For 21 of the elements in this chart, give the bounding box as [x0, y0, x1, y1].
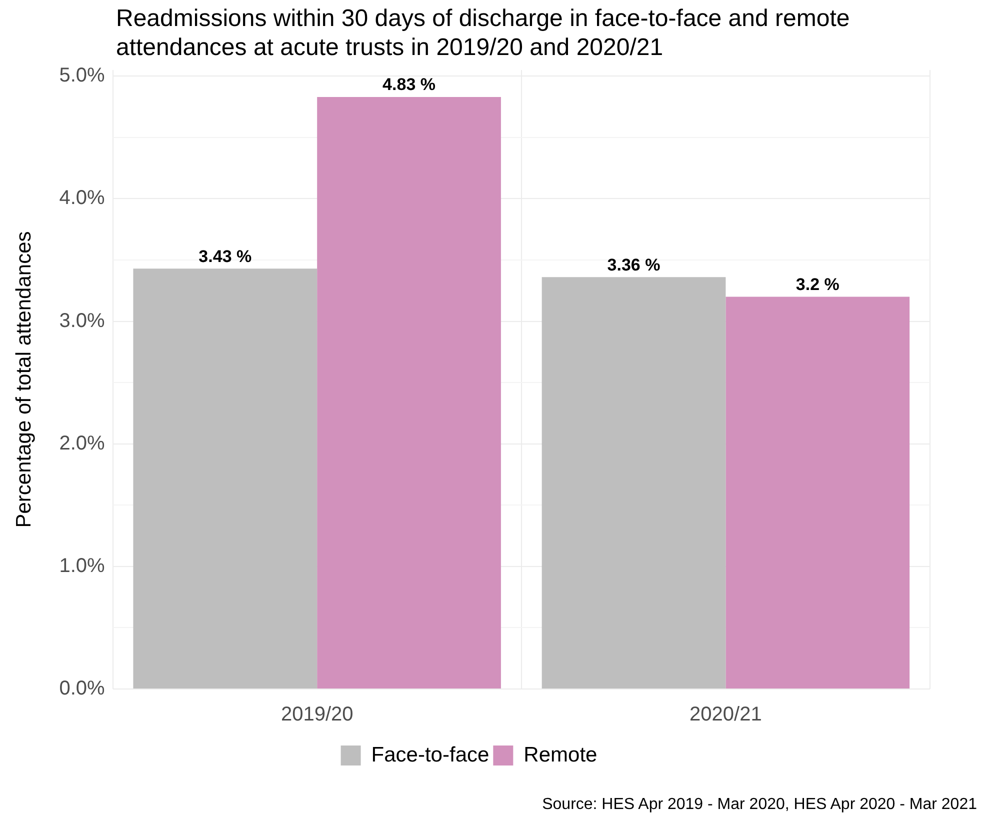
data-label: 4.83 % [382, 75, 436, 94]
y-tick-label: 0.0% [59, 678, 105, 700]
bar [542, 277, 726, 688]
legend-label: Face-to-face [371, 743, 490, 766]
bar [726, 296, 910, 688]
bar [133, 268, 318, 688]
y-axis-title: Percentage of total attendances [12, 231, 36, 528]
y-tick-label: 5.0% [59, 64, 105, 87]
y-tick-label: 2.0% [59, 432, 105, 454]
data-label: 3.36 % [607, 255, 660, 274]
x-tick-label: 2020/21 [690, 704, 762, 726]
source-note: Source: HES Apr 2019 - Mar 2020, HES Apr 2020 - Mar 2021 [542, 796, 977, 814]
y-tick-label: 4.0% [59, 187, 105, 210]
data-label: 3.43 % [198, 246, 252, 266]
legend-label: Remote [524, 743, 598, 766]
x-tick-label: 2019/20 [280, 704, 354, 726]
y-tick-label: 1.0% [59, 554, 105, 577]
bar [317, 96, 501, 688]
y-tick-label: 3.0% [59, 310, 105, 332]
chart-title: Readmissions within 30 days of discharge in face-to-face and remote attendances at acute trusts in 2019/20 and 2020/21 [116, 4, 851, 62]
data-label: 3.2 % [796, 274, 840, 294]
